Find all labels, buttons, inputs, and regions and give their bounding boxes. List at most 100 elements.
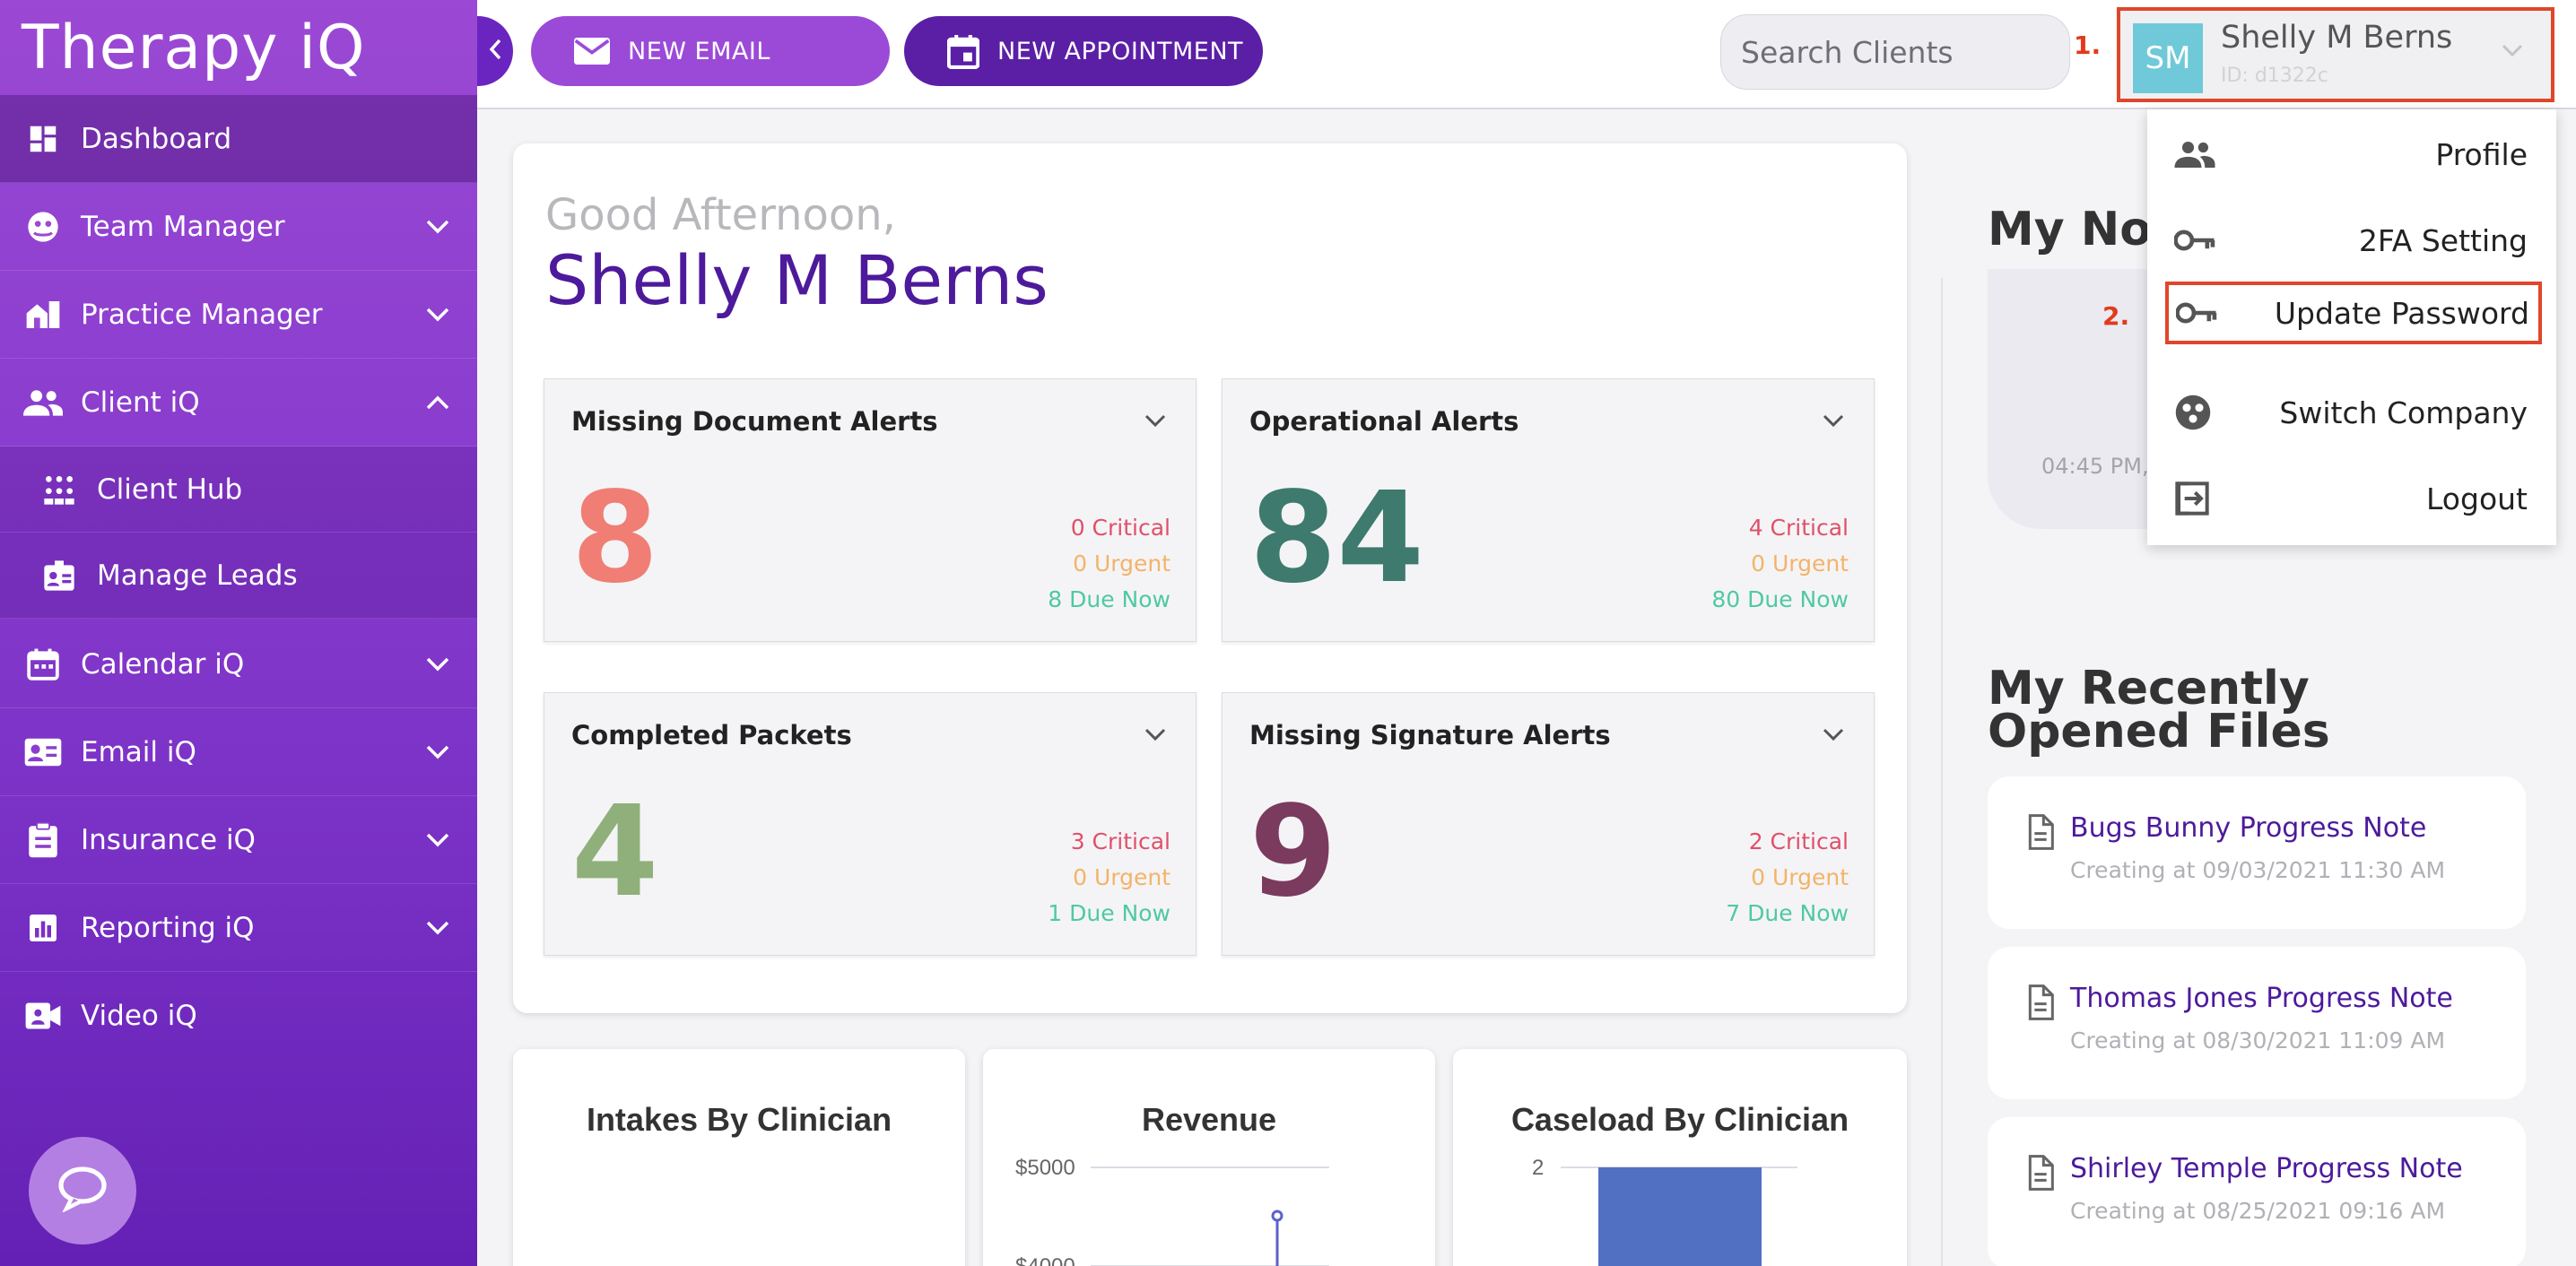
critical-count: 2 Critical xyxy=(1748,828,1849,854)
alert-card-missing-documents[interactable]: Missing Document Alerts 8 0 Critical 0 U… xyxy=(544,378,1197,642)
sidebar-item-video-iq[interactable]: Video iQ xyxy=(0,972,477,1060)
chat-icon xyxy=(57,1166,108,1216)
sidebar-item-client-hub[interactable]: Client Hub xyxy=(0,447,477,533)
urgent-count: 0 Urgent xyxy=(1751,551,1849,577)
caseload-chart: 2 xyxy=(1532,1156,1797,1266)
logout-icon xyxy=(2174,481,2215,516)
dashboard-icon xyxy=(23,119,63,159)
sidebar-item-label: Manage Leads xyxy=(97,559,298,592)
sidebar-item-team-manager[interactable]: Team Manager xyxy=(0,183,477,271)
document-icon xyxy=(2027,814,2054,854)
sidebar: Therapy iQ Dashboard Team Manager Practi… xyxy=(0,0,477,1266)
sidebar-item-label: Dashboard xyxy=(81,122,232,155)
chevron-left-icon xyxy=(488,38,502,65)
sidebar-item-label: Insurance iQ xyxy=(81,823,256,856)
user-name: Shelly M Berns xyxy=(2221,20,2453,56)
note-card[interactable]: 04:45 PM, ... xyxy=(1988,269,2176,529)
recent-file-item[interactable]: Shirley Temple Progress Note Creating at… xyxy=(1988,1117,2526,1266)
revenue-card: Revenue $5000 $4000 xyxy=(983,1049,1435,1266)
chevron-down-icon[interactable] xyxy=(1144,413,1167,431)
file-date: Creating at 08/30/2021 11:09 AM xyxy=(2070,1028,2446,1054)
chevron-down-icon[interactable] xyxy=(411,219,465,235)
chevron-down-icon[interactable] xyxy=(411,744,465,760)
client-hub-icon xyxy=(39,470,79,509)
switch-company-icon xyxy=(2174,394,2215,431)
chevron-down-icon[interactable] xyxy=(411,920,465,936)
alert-title: Completed Packets xyxy=(571,720,852,750)
sidebar-item-label: Client Hub xyxy=(97,473,243,506)
new-appointment-button[interactable]: NEW APPOINTMENT xyxy=(904,16,1263,86)
document-icon xyxy=(2027,1155,2054,1194)
app-logo: Therapy iQ xyxy=(22,12,366,83)
recent-file-item[interactable]: Bugs Bunny Progress Note Creating at 09/… xyxy=(1988,776,2526,929)
critical-count: 0 Critical xyxy=(1070,515,1171,541)
due-now-count: 7 Due Now xyxy=(1726,900,1849,926)
user-menu-button[interactable]: SM Shelly M Berns ID: d1322c xyxy=(2117,7,2554,102)
alert-card-completed-packets[interactable]: Completed Packets 4 3 Critical 0 Urgent … xyxy=(544,692,1197,956)
sidebar-item-dashboard[interactable]: Dashboard xyxy=(0,95,477,183)
clipboard-icon xyxy=(23,820,63,860)
people-icon xyxy=(2174,141,2215,168)
alert-stats: 2 Critical 0 Urgent 7 Due Now xyxy=(1726,824,1849,932)
sidebar-item-insurance-iq[interactable]: Insurance iQ xyxy=(0,796,477,884)
menu-item-switch-company[interactable]: Switch Company xyxy=(2147,369,2556,455)
alert-title: Operational Alerts xyxy=(1249,406,1519,437)
alert-card-missing-signatures[interactable]: Missing Signature Alerts 9 2 Critical 0 … xyxy=(1222,692,1875,956)
chevron-down-icon xyxy=(2501,43,2524,61)
alert-card-operational[interactable]: Operational Alerts 84 4 Critical 0 Urgen… xyxy=(1222,378,1875,642)
chevron-down-icon[interactable] xyxy=(1144,727,1167,745)
top-bar: NEW EMAIL NEW APPOINTMENT Search Clients… xyxy=(477,0,2576,109)
video-icon xyxy=(23,996,63,1036)
caseload-by-clinician-card: Caseload By Clinician 2 xyxy=(1453,1049,1907,1266)
practice-icon xyxy=(23,295,63,334)
bar-clinician xyxy=(1598,1167,1762,1266)
urgent-count: 0 Urgent xyxy=(1073,551,1171,577)
menu-item-update-password[interactable]: Update Password xyxy=(2165,282,2542,344)
sidebar-item-reporting-iq[interactable]: Reporting iQ xyxy=(0,884,477,972)
sidebar-item-label: Client iQ xyxy=(81,386,200,419)
file-name-link[interactable]: Thomas Jones Progress Note xyxy=(2070,983,2453,1014)
sidebar-item-email-iq[interactable]: Email iQ xyxy=(0,708,477,796)
chevron-up-icon[interactable] xyxy=(411,395,465,411)
contact-card-icon xyxy=(23,733,63,772)
search-input[interactable]: Search Clients xyxy=(1720,14,2070,90)
chevron-down-icon[interactable] xyxy=(1822,413,1845,431)
menu-item-profile[interactable]: Profile xyxy=(2147,111,2556,197)
file-name-link[interactable]: Bugs Bunny Progress Note xyxy=(2070,812,2427,844)
collapse-sidebar-button[interactable] xyxy=(477,16,513,86)
sidebar-item-label: Email iQ xyxy=(81,735,196,768)
widget-title: Revenue xyxy=(1141,1101,1277,1138)
recent-file-item[interactable]: Thomas Jones Progress Note Creating at 0… xyxy=(1988,947,2526,1099)
user-id: ID: d1322c xyxy=(2221,65,2328,87)
alert-stats: 4 Critical 0 Urgent 80 Due Now xyxy=(1711,510,1849,618)
chevron-down-icon[interactable] xyxy=(411,656,465,672)
alert-count: 84 xyxy=(1249,465,1424,611)
chevron-down-icon[interactable] xyxy=(411,307,465,323)
mail-icon xyxy=(574,37,610,65)
chevron-down-icon[interactable] xyxy=(411,832,465,848)
widget-title: Caseload By Clinician xyxy=(1510,1101,1849,1138)
menu-item-2fa-setting[interactable]: 2FA Setting xyxy=(2147,197,2556,283)
sidebar-item-manage-leads[interactable]: Manage Leads xyxy=(0,533,477,619)
new-email-button[interactable]: NEW EMAIL xyxy=(531,16,890,86)
menu-item-logout[interactable]: Logout xyxy=(2147,455,2556,542)
widget-title: Intakes By Clinician xyxy=(586,1101,892,1138)
file-date: Creating at 08/25/2021 09:16 AM xyxy=(2070,1198,2446,1224)
file-name-link[interactable]: Shirley Temple Progress Note xyxy=(2070,1153,2463,1184)
intakes-by-clinician-card: Intakes By Clinician xyxy=(513,1049,965,1266)
sidebar-item-label: Practice Manager xyxy=(81,298,323,331)
step-1-annotation: 1. xyxy=(2074,30,2102,60)
revenue-chart: $5000 $4000 xyxy=(1015,1156,1329,1266)
alert-title: Missing Document Alerts xyxy=(571,406,938,437)
sidebar-item-label: Calendar iQ xyxy=(81,647,245,681)
chevron-down-icon[interactable] xyxy=(1822,727,1845,745)
critical-count: 4 Critical xyxy=(1748,515,1849,541)
sidebar-item-practice-manager[interactable]: Practice Manager xyxy=(0,271,477,359)
chat-launcher-button[interactable] xyxy=(29,1137,136,1244)
calendar-icon xyxy=(23,645,63,684)
alert-stats: 0 Critical 0 Urgent 8 Due Now xyxy=(1048,510,1171,618)
y-tick-label: 2 xyxy=(1532,1156,1544,1180)
sidebar-item-calendar-iq[interactable]: Calendar iQ xyxy=(0,620,477,708)
due-now-count: 1 Due Now xyxy=(1048,900,1171,926)
sidebar-item-client-iq[interactable]: Client iQ xyxy=(0,359,477,447)
